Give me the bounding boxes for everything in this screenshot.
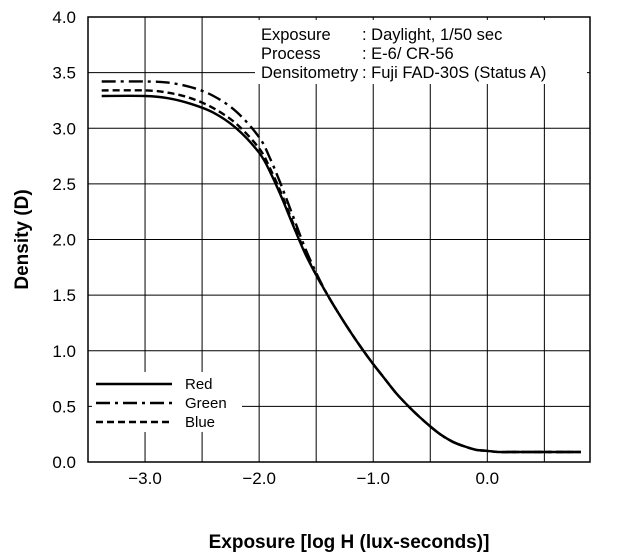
annotation-background [255, 20, 587, 84]
series-line-blue [101, 89, 581, 454]
annotation-value: : Fuji FAD-30S (Status A) [362, 64, 546, 82]
y-tick-label: 0.5 [52, 397, 76, 416]
legend-label-blue: Blue [185, 414, 215, 431]
annotation-key: Exposure [261, 26, 331, 44]
y-tick-label: 1.0 [52, 342, 76, 361]
x-tick-label: −2.0 [242, 469, 276, 488]
legend: Red Green Blue [92, 372, 242, 432]
y-tick-label: 2.0 [52, 231, 76, 250]
x-axis-label: Exposure [log H (lux-seconds)] [209, 532, 490, 553]
y-tick-label: 3.5 [52, 64, 76, 83]
annotation-key: Process [261, 45, 321, 63]
y-tick-label: 2.5 [52, 175, 76, 194]
y-axis-label: Density (D) [12, 189, 33, 289]
y-tick-label: 1.5 [52, 286, 76, 305]
x-tick-label: −3.0 [128, 469, 162, 488]
x-tick-label: 0.0 [475, 469, 499, 488]
series-lines [101, 80, 581, 454]
y-tick-label: 4.0 [52, 8, 76, 27]
legend-label-red: Red [185, 376, 213, 393]
y-tick-label: 3.0 [52, 119, 76, 138]
axis-ticks: −3.0 −2.0 −1.0 0.0 0.0 0.5 1.0 1.5 2.0 2.5 3.0 3.5 4… [52, 8, 499, 488]
x-tick-label: −1.0 [356, 469, 390, 488]
annotation-value: : Daylight, 1/50 sec [362, 26, 502, 44]
plot-area-frame [87, 16, 591, 463]
annotation-value: : E-6/ CR-56 [362, 45, 454, 63]
legend-label-green: Green [185, 395, 227, 412]
exposure-info-annotation: Exposure : Daylight, 1/50 sec Process : E-6… [255, 20, 587, 84]
y-tick-label: 0.0 [52, 453, 76, 472]
annotation-key: Densitometry [261, 64, 359, 82]
